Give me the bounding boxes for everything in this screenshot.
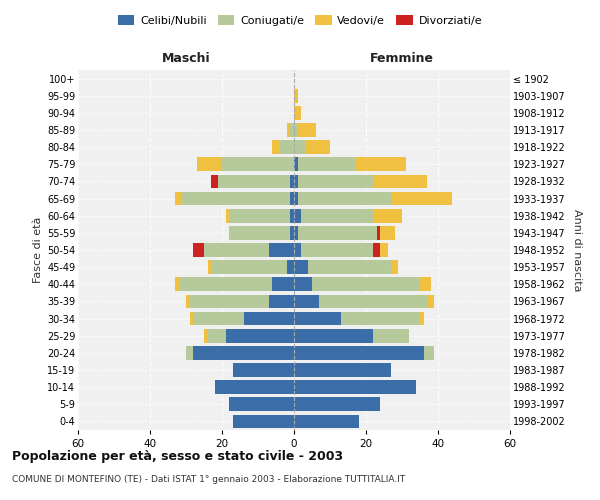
- Bar: [294, 158, 298, 171]
- Bar: [269, 243, 294, 257]
- Bar: [294, 89, 298, 102]
- Bar: [312, 278, 420, 291]
- Bar: [294, 414, 359, 428]
- Bar: [294, 192, 298, 205]
- Bar: [215, 380, 294, 394]
- Bar: [182, 192, 290, 205]
- Bar: [373, 209, 402, 222]
- Bar: [294, 380, 416, 394]
- Bar: [427, 294, 434, 308]
- Bar: [294, 312, 341, 326]
- Bar: [294, 329, 373, 342]
- Bar: [226, 209, 229, 222]
- Bar: [226, 329, 294, 342]
- Bar: [290, 174, 294, 188]
- Bar: [294, 209, 301, 222]
- Bar: [290, 226, 294, 239]
- Bar: [211, 174, 218, 188]
- Bar: [290, 123, 294, 137]
- Bar: [193, 312, 244, 326]
- Bar: [190, 312, 193, 326]
- Bar: [175, 192, 182, 205]
- Text: COMUNE DI MONTEFINO (TE) - Dati ISTAT 1° gennaio 2003 - Elaborazione TUTTITALIA.: COMUNE DI MONTEFINO (TE) - Dati ISTAT 1°…: [12, 475, 405, 484]
- Bar: [298, 192, 391, 205]
- Text: Femmine: Femmine: [370, 52, 434, 65]
- Bar: [193, 346, 294, 360]
- Bar: [294, 398, 380, 411]
- Bar: [211, 260, 287, 274]
- Bar: [190, 294, 269, 308]
- Bar: [269, 294, 294, 308]
- Bar: [391, 260, 398, 274]
- Bar: [186, 346, 193, 360]
- Bar: [272, 278, 294, 291]
- Bar: [420, 278, 431, 291]
- Bar: [294, 174, 298, 188]
- Bar: [341, 312, 420, 326]
- Bar: [186, 294, 190, 308]
- Bar: [197, 158, 222, 171]
- Bar: [280, 140, 294, 154]
- Text: Maschi: Maschi: [161, 52, 211, 65]
- Bar: [391, 192, 452, 205]
- Bar: [298, 123, 316, 137]
- Bar: [229, 226, 290, 239]
- Bar: [319, 294, 427, 308]
- Bar: [204, 329, 208, 342]
- Bar: [298, 158, 355, 171]
- Bar: [208, 260, 211, 274]
- Bar: [229, 398, 294, 411]
- Bar: [229, 209, 290, 222]
- Bar: [294, 243, 301, 257]
- Bar: [380, 243, 388, 257]
- Bar: [294, 346, 424, 360]
- Bar: [355, 158, 406, 171]
- Bar: [204, 243, 269, 257]
- Bar: [294, 294, 319, 308]
- Bar: [294, 260, 308, 274]
- Bar: [294, 106, 301, 120]
- Bar: [373, 174, 427, 188]
- Bar: [298, 226, 377, 239]
- Bar: [377, 226, 380, 239]
- Bar: [287, 260, 294, 274]
- Bar: [301, 209, 373, 222]
- Bar: [294, 140, 305, 154]
- Bar: [222, 158, 294, 171]
- Bar: [380, 226, 395, 239]
- Bar: [272, 140, 280, 154]
- Y-axis label: Anni di nascita: Anni di nascita: [572, 209, 583, 291]
- Bar: [298, 174, 373, 188]
- Bar: [308, 260, 391, 274]
- Bar: [294, 226, 298, 239]
- Y-axis label: Fasce di età: Fasce di età: [32, 217, 43, 283]
- Bar: [301, 243, 373, 257]
- Text: Popolazione per età, sesso e stato civile - 2003: Popolazione per età, sesso e stato civil…: [12, 450, 343, 463]
- Bar: [208, 329, 226, 342]
- Bar: [373, 243, 380, 257]
- Bar: [294, 278, 312, 291]
- Bar: [193, 243, 204, 257]
- Bar: [294, 363, 391, 377]
- Bar: [290, 209, 294, 222]
- Bar: [244, 312, 294, 326]
- Bar: [233, 414, 294, 428]
- Legend: Celibi/Nubili, Coniugati/e, Vedovi/e, Divorziati/e: Celibi/Nubili, Coniugati/e, Vedovi/e, Di…: [113, 10, 487, 30]
- Bar: [424, 346, 434, 360]
- Bar: [290, 192, 294, 205]
- Bar: [287, 123, 290, 137]
- Bar: [305, 140, 330, 154]
- Bar: [233, 363, 294, 377]
- Bar: [218, 174, 290, 188]
- Bar: [175, 278, 179, 291]
- Bar: [294, 123, 298, 137]
- Bar: [420, 312, 424, 326]
- Bar: [179, 278, 272, 291]
- Bar: [373, 329, 409, 342]
